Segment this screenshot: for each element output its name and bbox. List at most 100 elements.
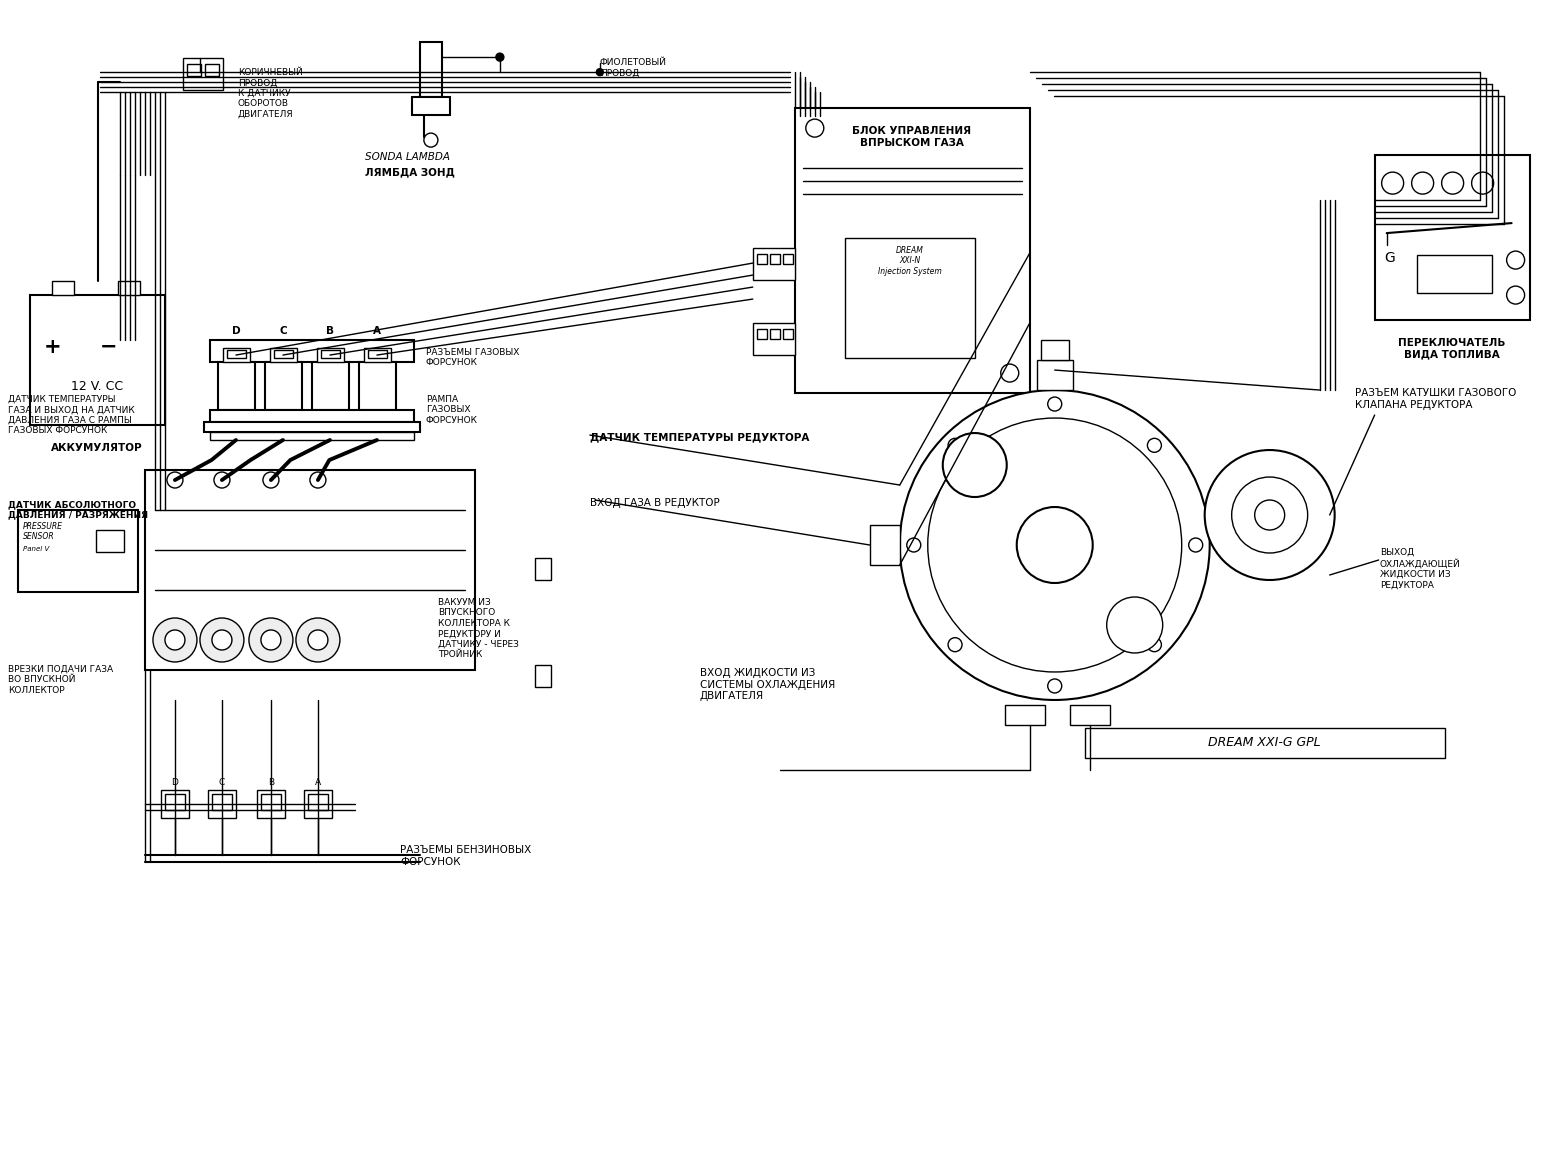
Circle shape (1205, 450, 1335, 580)
Bar (161, 790, 189, 818)
Bar (187, 65, 201, 76)
Circle shape (296, 619, 340, 662)
Bar (210, 410, 413, 422)
Bar (321, 350, 340, 358)
Text: −: − (100, 337, 117, 357)
Circle shape (928, 418, 1182, 672)
Circle shape (1107, 597, 1163, 653)
Bar (1085, 728, 1445, 758)
Bar (412, 97, 451, 115)
Bar (204, 65, 218, 76)
Bar (756, 329, 767, 339)
Bar (260, 794, 281, 810)
Text: DREAM
XXI-N
Injection System: DREAM XXI-N Injection System (878, 246, 942, 276)
Circle shape (1411, 172, 1434, 194)
Bar (770, 329, 780, 339)
Bar (19, 510, 137, 592)
Text: A: A (315, 778, 321, 787)
Circle shape (260, 630, 281, 650)
Bar (753, 248, 795, 280)
Bar (312, 362, 349, 410)
Bar (97, 530, 125, 552)
Circle shape (1016, 507, 1093, 583)
Bar (223, 349, 249, 362)
Bar (1417, 255, 1492, 293)
Text: РАЗЪЕМЫ ГАЗОВЫХ
ФОРСУНОК: РАЗЪЕМЫ ГАЗОВЫХ ФОРСУНОК (426, 349, 519, 367)
Circle shape (1048, 397, 1062, 411)
Bar (363, 349, 391, 362)
Circle shape (212, 630, 232, 650)
Circle shape (900, 390, 1210, 700)
Bar (212, 794, 232, 810)
Bar (257, 790, 285, 818)
Circle shape (948, 439, 962, 452)
Bar (770, 254, 780, 264)
Bar (30, 295, 165, 425)
Bar (210, 432, 413, 440)
Bar (207, 790, 235, 818)
Bar (210, 340, 413, 362)
Circle shape (263, 472, 279, 488)
Circle shape (1188, 538, 1202, 552)
Text: +: + (44, 337, 62, 357)
Circle shape (214, 472, 229, 488)
Text: SONDA LAMBDA: SONDA LAMBDA (365, 152, 451, 162)
Text: A: A (373, 327, 380, 336)
Circle shape (1001, 364, 1018, 382)
Text: БЛОК УПРАВЛЕНИЯ
ВПРЫСКОМ ГАЗА: БЛОК УПРАВЛЕНИЯ ВПРЫСКОМ ГАЗА (853, 126, 971, 148)
Circle shape (153, 619, 196, 662)
Circle shape (167, 472, 182, 488)
Text: 12 V. CC: 12 V. CC (70, 380, 123, 394)
Circle shape (1147, 638, 1161, 652)
Text: КОРИЧНЕВЫЙ
ПРОВОД
К ДАТЧИКУ
ОБОРОТОВ
ДВИГАТЕЛЯ: КОРИЧНЕВЫЙ ПРОВОД К ДАТЧИКУ ОБОРОТОВ ДВИ… (239, 68, 302, 119)
Text: ДАТЧИК ТЕМПЕРАТУРЫ РЕДУКТОРА: ДАТЧИК ТЕМПЕРАТУРЫ РЕДУКТОРА (589, 432, 809, 442)
Bar (845, 238, 974, 358)
Text: D: D (232, 327, 240, 336)
Circle shape (310, 472, 326, 488)
Circle shape (1442, 172, 1464, 194)
Circle shape (200, 619, 243, 662)
Text: ДАТЧИК АБСОЛЮТНОГО
ДАВЛЕНИЯ / РАЗРЯЖЕНИЯ: ДАТЧИК АБСОЛЮТНОГО ДАВЛЕНИЯ / РАЗРЯЖЕНИЯ (8, 500, 148, 519)
Text: ДАТЧИК ТЕМПЕРАТУРЫ
ГАЗА И ВЫХОД НА ДАТЧИК
ДАВЛЕНИЯ ГАЗА С РАМПЫ
ГАЗОВЫХ ФОРСУНОК: ДАТЧИК ТЕМПЕРАТУРЫ ГАЗА И ВЫХОД НА ДАТЧИ… (8, 395, 134, 435)
Circle shape (1472, 172, 1494, 194)
Circle shape (948, 638, 962, 652)
Bar (118, 282, 140, 295)
Bar (145, 470, 475, 670)
Circle shape (1232, 477, 1308, 553)
Text: C: C (218, 778, 224, 787)
Circle shape (309, 630, 327, 650)
Circle shape (806, 119, 823, 137)
Text: ФИОЛЕТОВЫЙ
ПРОВОД: ФИОЛЕТОВЫЙ ПРОВОД (600, 58, 667, 77)
Text: ВРЕЗКИ ПОДАЧИ ГАЗА
ВО ВПУСКНОЙ
КОЛЛЕКТОР: ВРЕЗКИ ПОДАЧИ ГАЗА ВО ВПУСКНОЙ КОЛЛЕКТОР (8, 665, 114, 695)
Bar (274, 350, 293, 358)
Circle shape (165, 630, 186, 650)
Text: B: B (326, 327, 334, 336)
Text: РАЗЪЕМ КАТУШКИ ГАЗОВОГО
КЛАПАНА РЕДУКТОРА: РАЗЪЕМ КАТУШКИ ГАЗОВОГО КЛАПАНА РЕДУКТОР… (1355, 388, 1515, 410)
Bar (304, 790, 332, 818)
Bar (165, 794, 186, 810)
Bar (795, 108, 1030, 394)
Bar (1375, 155, 1529, 320)
Circle shape (907, 538, 921, 552)
Text: B: B (268, 778, 274, 787)
Bar (316, 349, 345, 362)
Bar (783, 254, 794, 264)
Text: Panel V: Panel V (23, 546, 50, 552)
Circle shape (1048, 679, 1062, 692)
Text: ВХОД ЖИДКОСТИ ИЗ
СИСТЕМЫ ОХЛАЖДЕНИЯ
ДВИГАТЕЛЯ: ВХОД ЖИДКОСТИ ИЗ СИСТЕМЫ ОХЛАЖДЕНИЯ ДВИГ… (700, 668, 836, 702)
Bar (270, 349, 296, 362)
Text: ВХОД ГАЗА В РЕДУКТОР: ВХОД ГАЗА В РЕДУКТОР (589, 499, 720, 508)
Bar (265, 362, 302, 410)
Bar (182, 58, 223, 90)
Bar (756, 254, 767, 264)
Bar (1041, 340, 1069, 360)
Bar (51, 282, 73, 295)
Text: ЛЯМБДА ЗОНД: ЛЯМБДА ЗОНД (365, 167, 455, 177)
Circle shape (1506, 286, 1525, 304)
Text: ВАКУУМ ИЗ
ВПУСКНОГО
КОЛЛЕКТОРА К
РЕДУКТОРУ И
ДАТЧИКУ - ЧЕРЕЗ
ТРОЙНИК: ВАКУУМ ИЗ ВПУСКНОГО КОЛЛЕКТОРА К РЕДУКТО… (438, 598, 519, 659)
Bar (535, 665, 550, 687)
Bar (1037, 360, 1073, 390)
Circle shape (1506, 252, 1525, 269)
Circle shape (597, 68, 603, 76)
Text: PRESSURE
SENSOR: PRESSURE SENSOR (23, 522, 62, 541)
